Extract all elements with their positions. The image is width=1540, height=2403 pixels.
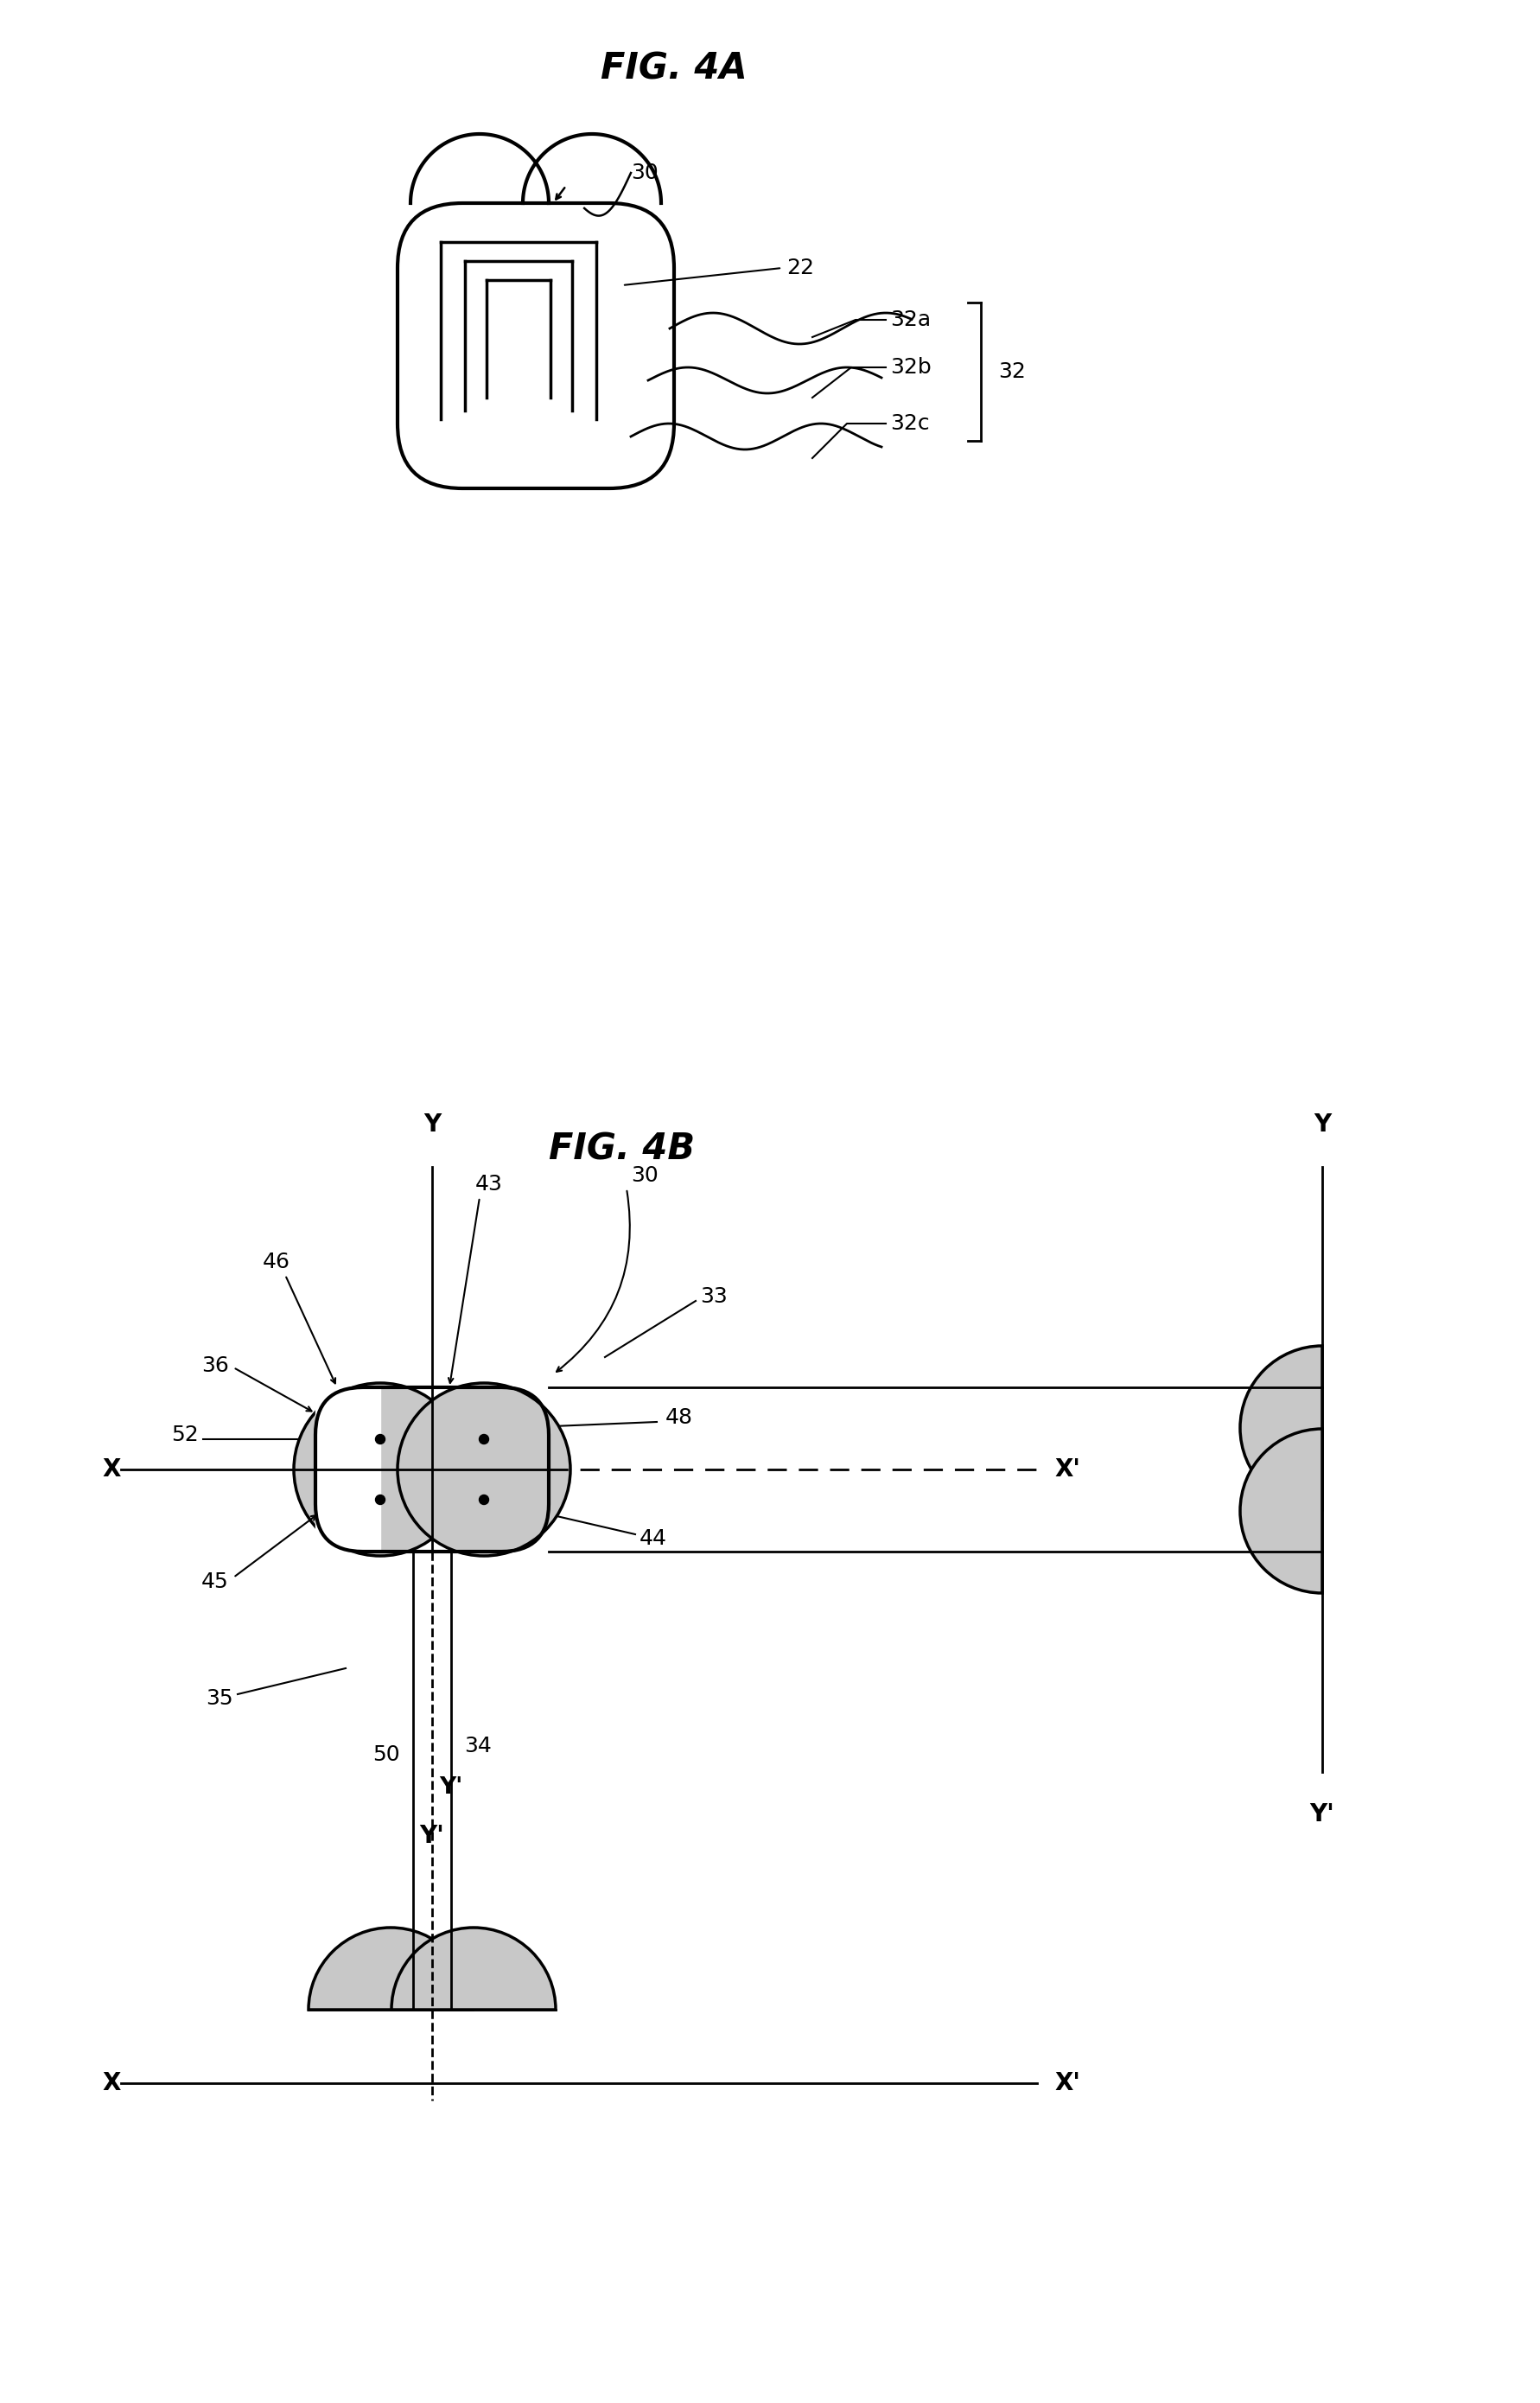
Wedge shape — [1240, 1346, 1323, 1509]
Text: 46: 46 — [263, 1252, 291, 1271]
Circle shape — [376, 1495, 385, 1504]
Text: 22: 22 — [787, 257, 815, 279]
Text: Y: Y — [424, 1113, 440, 1137]
Text: 35: 35 — [206, 1689, 234, 1709]
Text: Y': Y' — [439, 1776, 462, 1800]
Circle shape — [294, 1384, 467, 1555]
Text: 34: 34 — [464, 1735, 491, 1757]
Text: 33: 33 — [701, 1286, 727, 1307]
Text: 45: 45 — [202, 1572, 229, 1593]
Text: 30: 30 — [631, 1165, 658, 1187]
Text: X': X' — [1055, 1456, 1080, 1483]
Text: X: X — [103, 2071, 122, 2095]
Text: 43: 43 — [476, 1173, 504, 1194]
Text: X: X — [103, 1456, 122, 1483]
Text: 32c: 32c — [890, 413, 930, 435]
Text: 48: 48 — [665, 1408, 693, 1427]
Text: 32a: 32a — [890, 310, 930, 329]
Wedge shape — [1240, 1430, 1323, 1593]
Text: 36: 36 — [202, 1355, 229, 1377]
Circle shape — [479, 1495, 488, 1504]
Text: X': X' — [1055, 2071, 1080, 2095]
Text: FIG. 4A: FIG. 4A — [601, 50, 747, 87]
Text: 52: 52 — [171, 1425, 199, 1444]
Text: 50: 50 — [373, 1745, 400, 1766]
Circle shape — [479, 1435, 488, 1444]
Text: 30: 30 — [631, 163, 658, 183]
Text: Y: Y — [1314, 1113, 1331, 1137]
Text: Y': Y' — [420, 1824, 445, 1848]
Text: Y': Y' — [1311, 1802, 1335, 1826]
Text: 32: 32 — [998, 360, 1026, 382]
Circle shape — [376, 1435, 385, 1444]
Text: 44: 44 — [639, 1528, 667, 1550]
Wedge shape — [391, 1927, 556, 2009]
Text: FIG. 4B: FIG. 4B — [550, 1132, 695, 1168]
Text: 32b: 32b — [890, 358, 932, 377]
Wedge shape — [308, 1927, 473, 2009]
Circle shape — [397, 1384, 570, 1555]
